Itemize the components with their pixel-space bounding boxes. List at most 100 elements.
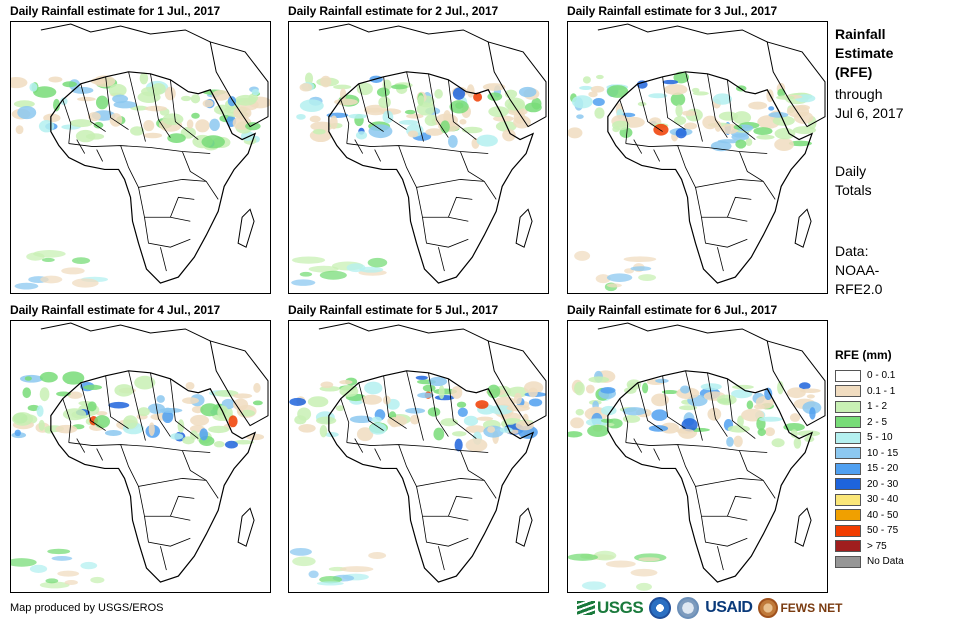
rainfall-cell: [735, 139, 747, 149]
rainfall-cell: [310, 121, 334, 131]
country-border: [181, 450, 219, 499]
legend-label: 10 - 15: [867, 447, 899, 459]
rainfall-cell: [447, 134, 458, 148]
legend-title: RFE (mm): [835, 348, 892, 362]
country-border: [398, 145, 485, 188]
usgs-wave-icon: [577, 601, 595, 615]
data-line: Data:: [835, 243, 869, 259]
rainfall-cell: [24, 376, 32, 381]
rainfall-cell: [623, 256, 657, 263]
rainfall-cell: [642, 382, 649, 394]
rainfall-cell: [595, 274, 611, 284]
rainfall-cell: [232, 440, 255, 445]
country-border: [685, 370, 703, 441]
country-border: [633, 438, 643, 453]
rainfall-cell: [746, 400, 754, 410]
legend-label: 0.1 - 1: [867, 385, 896, 397]
rainfall-cell: [606, 85, 629, 98]
rainfall-cell: [22, 387, 32, 399]
rainfall-cell: [41, 257, 55, 263]
arabia-outline: [209, 340, 269, 427]
rainfall-cell: [733, 435, 743, 448]
rainfall-cell: [319, 575, 343, 584]
rainfall-cell: [588, 376, 610, 383]
rainfall-cell: [475, 400, 489, 409]
legend-swatch: [835, 555, 861, 568]
noaa-seal-icon: [649, 597, 672, 619]
rainfall-cell: [528, 387, 538, 398]
panel-title: Daily Rainfall estimate for 4 Jul., 2017: [10, 303, 221, 317]
rainfall-cell: [587, 424, 609, 437]
legend-item: 0.1 - 1: [835, 384, 925, 400]
rainfall-cell: [200, 403, 220, 417]
country-border: [120, 145, 207, 188]
rainfall-cell: [320, 381, 334, 389]
data-line: NOAA-: [835, 262, 880, 278]
country-border: [340, 99, 350, 144]
rainfall-cell: [676, 428, 695, 434]
rainfall-cell: [14, 282, 39, 290]
country-border: [727, 495, 752, 517]
rainfall-cell: [653, 123, 669, 136]
legend-label: 20 - 30: [867, 478, 899, 490]
rainfall-cell: [36, 405, 44, 417]
rainfall-cell: [434, 395, 455, 401]
rainfall-cell: [307, 396, 329, 408]
rainfall-cell: [733, 124, 743, 130]
data-source: Data: NOAA- RFE2.0: [835, 242, 882, 299]
heading-line: Rainfall: [835, 26, 886, 42]
rainfall-cell: [299, 271, 313, 277]
rainfall-cell: [593, 550, 617, 561]
rainfall-cell: [405, 407, 426, 414]
country-border: [422, 217, 469, 248]
africa-coastline: [50, 370, 257, 583]
country-border: [398, 444, 485, 487]
rainfall-cell: [702, 115, 718, 130]
country-border: [62, 398, 72, 443]
rainfall-cell: [457, 407, 468, 417]
country-border: [383, 375, 407, 429]
legend-swatch: [835, 493, 861, 506]
rainfall-cell: [319, 270, 347, 280]
rainfall-cell: [459, 119, 467, 125]
country-border: [727, 196, 752, 218]
rainfall-cell: [504, 97, 525, 111]
legend-swatch: [835, 431, 861, 444]
rainfall-cell: [570, 417, 584, 429]
legend-swatch: [835, 385, 861, 398]
country-border: [707, 372, 728, 437]
rainfall-cell: [227, 96, 237, 107]
rainfall-cell: [515, 420, 534, 431]
rainfall-cell: [473, 92, 483, 102]
rainfall-cell: [648, 93, 668, 99]
rainfall-cell: [504, 418, 516, 425]
country-border: [105, 375, 129, 429]
rainfall-cell: [64, 580, 78, 586]
rainfall-cell: [434, 89, 443, 99]
rainfall-cell: [575, 408, 584, 416]
legend-swatch: [835, 416, 861, 429]
legend-item: 15 - 20: [835, 461, 925, 477]
rainfall-cell: [758, 416, 783, 422]
rainfall-cell: [335, 405, 345, 412]
rainfall-cell: [427, 407, 441, 417]
country-border: [80, 83, 106, 132]
map-canvas: [568, 23, 826, 292]
rainfall-cell: [571, 95, 593, 109]
rainfall-cell: [777, 380, 784, 395]
rainfall-cell: [329, 115, 338, 130]
rainfall-cell: [389, 416, 400, 428]
rainfall-cell: [45, 578, 59, 584]
rainfall-cell: [655, 378, 669, 383]
rainfall-map: [10, 320, 271, 593]
rainfall-cell: [648, 425, 669, 432]
rainfall-cell: [592, 98, 605, 106]
rainfall-cell: [339, 379, 353, 385]
country-border: [653, 448, 661, 461]
africa-coastline: [50, 71, 257, 284]
rainfall-cell: [61, 267, 85, 275]
rainfall-cell: [361, 394, 383, 405]
rainfall-cell: [12, 412, 34, 426]
country-border: [169, 79, 199, 140]
rainfall-cell: [451, 386, 463, 399]
